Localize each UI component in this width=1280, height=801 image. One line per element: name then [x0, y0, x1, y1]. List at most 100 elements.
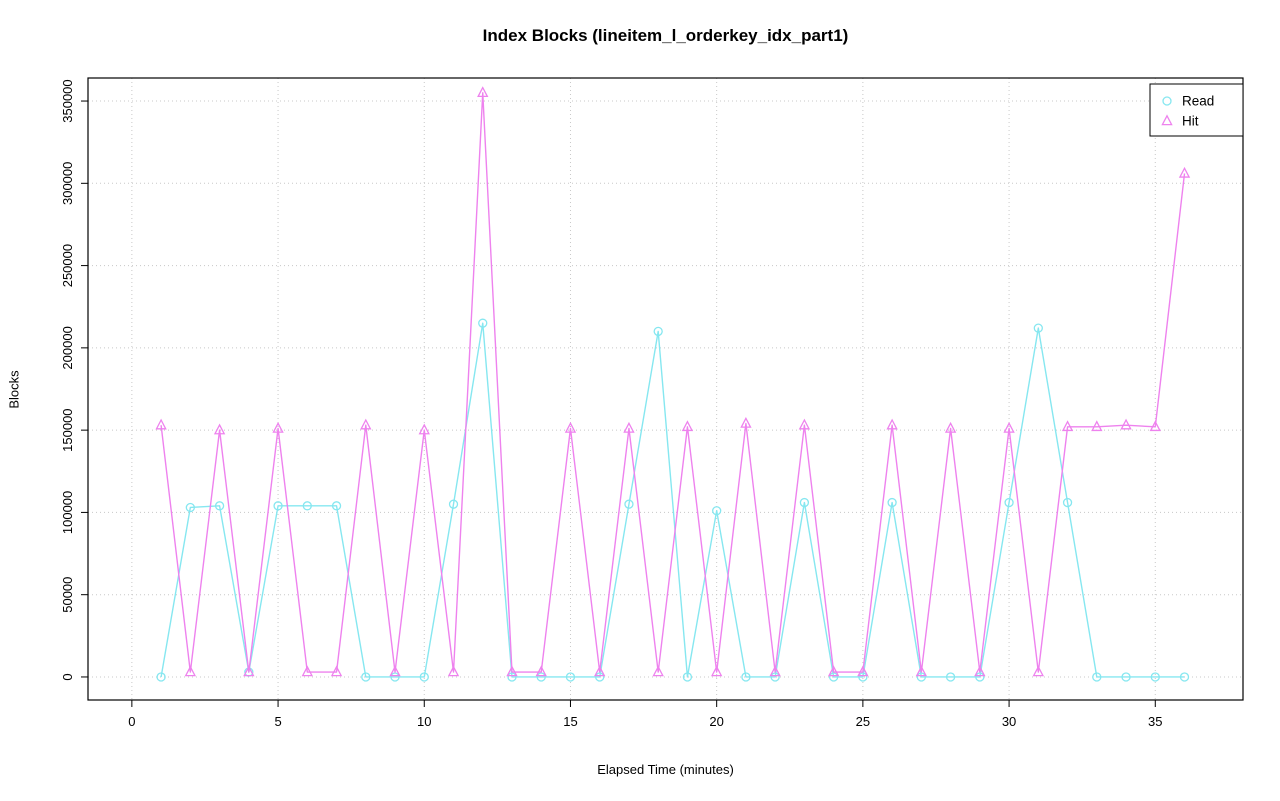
- hit-marker: [243, 665, 255, 677]
- y-tick-label: 150000: [60, 408, 75, 451]
- hit-marker: [915, 665, 928, 677]
- hit-marker: [564, 421, 577, 433]
- hit-marker: [389, 665, 401, 677]
- read-marker: [828, 672, 839, 682]
- hit-marker: [447, 665, 460, 677]
- read-marker: [858, 672, 868, 682]
- x-tick-label: 20: [709, 714, 723, 729]
- read-marker: [799, 497, 810, 508]
- y-axis-label: Blocks: [6, 370, 22, 409]
- y-tick-label: 100000: [60, 491, 75, 534]
- read-marker: [887, 497, 897, 508]
- hit-marker: [1061, 420, 1074, 432]
- hit-marker: [330, 665, 343, 677]
- read-marker: [975, 672, 985, 682]
- hit-marker: [1178, 166, 1191, 178]
- read-marker: [331, 501, 342, 511]
- hit-marker: [506, 665, 518, 677]
- read-marker: [1033, 323, 1043, 333]
- hit-marker: [740, 416, 752, 428]
- hit-marker: [1120, 418, 1132, 430]
- read-marker: [214, 501, 225, 511]
- y-tick-label: 200000: [60, 326, 75, 369]
- hit-series-line: [160, 92, 1186, 673]
- hit-marker: [710, 665, 723, 677]
- read-marker: [507, 672, 517, 682]
- legend-hit-label: Hit: [1182, 114, 1199, 129]
- read-marker: [1004, 497, 1014, 508]
- read-marker: [595, 672, 605, 682]
- hit-marker: [1091, 420, 1103, 432]
- hit-marker: [769, 665, 781, 677]
- legend-read-marker: [1162, 96, 1172, 106]
- hit-marker: [418, 423, 430, 435]
- read-marker: [741, 672, 751, 682]
- hit-marker: [652, 665, 664, 677]
- read-marker: [536, 672, 546, 682]
- y-tick-label: 300000: [60, 162, 75, 205]
- legend-box: [1149, 83, 1244, 137]
- y-tick-label: 250000: [60, 244, 75, 287]
- read-marker: [185, 502, 195, 513]
- x-tick-label: 5: [274, 714, 281, 729]
- hit-marker: [213, 423, 226, 435]
- hit-marker: [974, 665, 986, 677]
- read-marker: [1121, 672, 1131, 682]
- hit-marker: [827, 665, 840, 677]
- read-marker: [712, 506, 722, 516]
- legend-hit-marker: [1161, 114, 1173, 126]
- read-marker: [448, 499, 459, 509]
- read-marker: [1062, 497, 1073, 508]
- y-tick-label: 0: [60, 673, 75, 680]
- x-tick-label: 35: [1148, 714, 1162, 729]
- read-marker: [361, 672, 371, 682]
- read-marker: [682, 672, 693, 682]
- x-axis-label: Elapsed Time (minutes): [597, 762, 734, 777]
- hit-marker: [477, 86, 489, 98]
- x-tick-label: 15: [563, 714, 577, 729]
- read-marker: [273, 501, 283, 511]
- read-marker: [653, 326, 663, 337]
- hit-marker: [184, 665, 197, 677]
- hit-marker: [535, 665, 547, 677]
- hit-marker: [155, 418, 167, 430]
- hit-marker: [1032, 665, 1044, 677]
- hit-marker: [360, 418, 372, 430]
- x-tick-label: 10: [417, 714, 431, 729]
- y-tick-label: 350000: [60, 79, 75, 122]
- hit-marker: [798, 418, 811, 430]
- hit-marker: [623, 421, 635, 433]
- chart-title: Index Blocks (lineitem_l_orderkey_idx_pa…: [482, 26, 849, 45]
- hit-marker: [272, 421, 284, 433]
- read-marker: [770, 672, 780, 682]
- legend-read-label: Read: [1182, 94, 1214, 109]
- read-marker: [419, 672, 429, 682]
- x-tick-label: 0: [128, 714, 135, 729]
- read-marker: [624, 499, 634, 509]
- hit-marker: [301, 665, 313, 677]
- hit-marker: [681, 420, 694, 432]
- read-marker: [1150, 672, 1160, 682]
- hit-marker: [1149, 420, 1161, 432]
- read-marker: [916, 672, 927, 682]
- read-series-line: [160, 322, 1185, 678]
- y-tick-label: 50000: [60, 577, 75, 613]
- plot-box: [87, 77, 1244, 701]
- hit-marker: [857, 665, 869, 677]
- read-marker: [1179, 672, 1190, 682]
- read-marker: [390, 672, 400, 682]
- read-marker: [1092, 672, 1102, 682]
- x-tick-label: 25: [856, 714, 870, 729]
- read-marker: [302, 501, 312, 511]
- hit-marker: [594, 665, 606, 677]
- read-marker: [478, 318, 488, 328]
- read-marker: [156, 672, 166, 682]
- x-tick-label: 30: [1002, 714, 1016, 729]
- hit-marker: [1003, 421, 1015, 433]
- hit-marker: [886, 418, 898, 430]
- read-marker: [565, 672, 576, 682]
- read-marker: [945, 672, 956, 682]
- hit-marker: [944, 421, 957, 433]
